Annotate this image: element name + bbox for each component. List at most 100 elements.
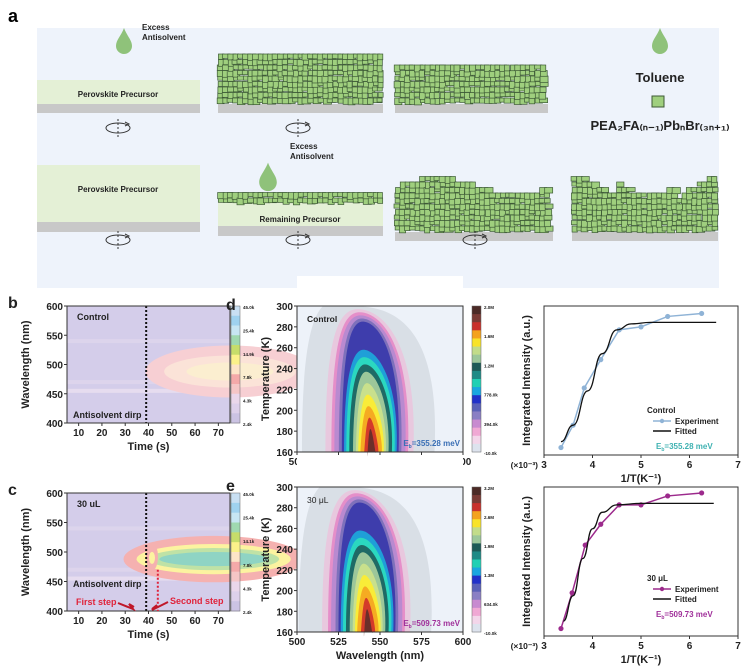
colorbar-frame: [230, 492, 241, 612]
excess-antisolvent-label: Excess: [290, 142, 318, 151]
y-tick-label: 160: [276, 628, 293, 639]
y-tick-label: 450: [46, 390, 63, 401]
x-tick-label: 525: [330, 637, 347, 648]
legend-label: Experiment: [675, 417, 719, 426]
y-tick-label: 400: [46, 607, 63, 618]
crystal: [519, 64, 526, 71]
colorbar-segment: [472, 443, 481, 453]
colorbar-segment: [472, 419, 481, 429]
data-point: [569, 590, 575, 596]
second-step-label: Second step: [170, 596, 224, 606]
y-axis-label: Temperature (K): [260, 517, 272, 601]
colorbar-segment: [472, 583, 481, 593]
crystal: [346, 81, 353, 89]
antisolvent-drip-label: Antisolvent dirp: [73, 579, 142, 589]
legend-title: 30 μL: [647, 574, 668, 583]
y-tick-label: 260: [276, 344, 293, 355]
data-point: [699, 490, 705, 496]
y-tick-label: 280: [276, 323, 293, 334]
crystal: [311, 197, 318, 205]
colorbar-tick-label: 2.6M: [484, 515, 494, 520]
colorbar-segment: [472, 411, 481, 421]
eb-value: =355.28 meV: [664, 442, 713, 451]
x-tick-label: 500: [289, 637, 306, 648]
legend-marker: [659, 586, 665, 592]
x-tick-label: 50: [166, 616, 178, 627]
colorbar-tick-label: 25.4k: [243, 516, 255, 521]
crystal: [453, 64, 461, 73]
y-tick-label: 240: [276, 545, 293, 556]
crystal: [413, 92, 420, 98]
crystal: [459, 214, 466, 222]
antisolvent-drip-label: Antisolvent dirp: [73, 410, 142, 420]
crystal: [449, 176, 456, 183]
heatmap-band: [67, 388, 230, 393]
y-tick-label: 180: [276, 427, 293, 438]
colorbar-segment: [472, 387, 481, 396]
crystal: [700, 203, 708, 211]
crystal: [570, 176, 578, 182]
colorbar-segment: [472, 403, 481, 412]
colorbar-segment: [472, 427, 481, 437]
colorbar-segment: [231, 374, 240, 385]
x-axis-label: 1/T(K⁻¹): [621, 654, 662, 666]
x-tick-label: 600: [455, 457, 472, 468]
colorbar-segment: [472, 543, 481, 552]
crystal: [711, 192, 718, 201]
crystal: [469, 181, 476, 189]
colorbar-segment: [231, 591, 240, 602]
rotation-icon: [285, 231, 311, 249]
x-tick-label: 4: [590, 641, 596, 652]
substrate: [218, 226, 383, 236]
substrate: [395, 104, 548, 113]
crystal-film-wavy: [570, 176, 719, 234]
eb-symbol: E: [403, 619, 409, 628]
binding-energy-label: Eb=355.28 meV: [403, 439, 460, 450]
crystal: [601, 225, 608, 232]
crystal: [281, 59, 288, 65]
colorbar-frame: [471, 305, 482, 453]
crystal: [393, 64, 401, 73]
x-tick-label: 7: [735, 641, 741, 652]
crystal-cube-icon: [651, 95, 665, 108]
colorbar-frame: [230, 305, 241, 424]
crystal: [261, 70, 268, 76]
eb-subscript: b: [661, 615, 664, 621]
crystal: [398, 97, 406, 103]
panel-label-d: d: [226, 297, 236, 314]
crystal: [711, 214, 718, 222]
y-tick-label: 550: [46, 519, 63, 530]
crystal: [429, 181, 436, 187]
colorbar-frame: [471, 486, 482, 633]
formula-label: PEA₂FA₍ₙ₋₁₎PbₙBr₍₃ₙ₊₁₎: [591, 118, 730, 133]
substrate: [572, 232, 718, 241]
y-axis-label: Wavelength (nm): [20, 320, 32, 409]
crystal: [347, 64, 355, 72]
colorbar-tick-label: -10.0k: [484, 631, 497, 636]
crystal: [591, 181, 600, 189]
crystal: [712, 209, 719, 216]
crystal: [232, 97, 238, 104]
colorbar-tick-label: 7.8k: [243, 375, 252, 380]
colorbar-segment: [231, 512, 240, 523]
crystal: [276, 92, 283, 99]
y-tick-label: 280: [276, 504, 293, 515]
colorbar-segment: [472, 395, 481, 404]
colorbar-segment: [472, 511, 481, 520]
crystal-film-wavy: [393, 176, 554, 234]
excess-antisolvent-label: Excess: [142, 23, 170, 32]
rotation-arrow: [304, 233, 311, 239]
y-tick-label: 600: [46, 489, 63, 500]
x-axis-label: Time (s): [128, 629, 170, 641]
crystal: [281, 70, 288, 76]
data-point: [665, 493, 671, 499]
crystal: [464, 64, 470, 73]
data-point: [665, 313, 671, 320]
crystal: [361, 86, 369, 94]
colorbar-segment: [472, 559, 481, 569]
crystal: [640, 192, 647, 198]
colorbar-segment: [231, 532, 240, 543]
x-tick-label: 20: [96, 616, 108, 627]
data-point: [598, 521, 604, 527]
crystal: [655, 209, 663, 216]
